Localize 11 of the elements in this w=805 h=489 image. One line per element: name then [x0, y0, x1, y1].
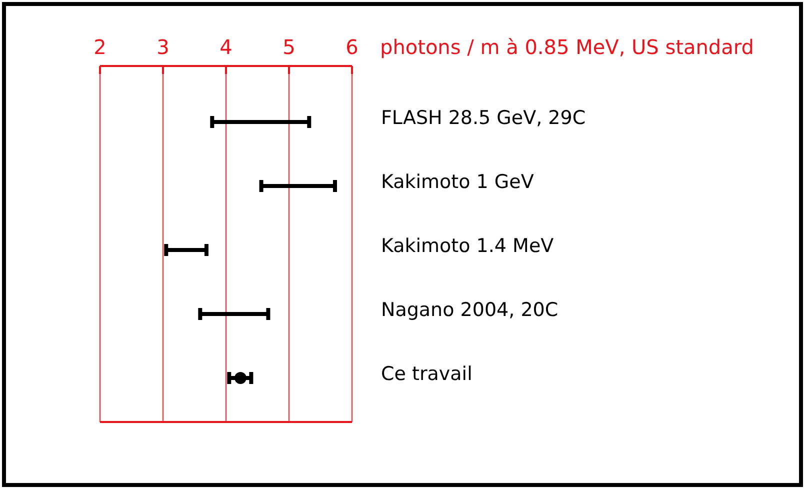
x-tick-label: 5: [282, 35, 296, 59]
x-tick-label: 3: [156, 35, 170, 59]
y-tick-label: Kakimoto 1 GeV: [381, 171, 534, 194]
y-tick-label: Kakimoto 1.4 MeV: [381, 235, 554, 258]
y-tick-label: FLASH 28.5 GeV, 29C: [381, 107, 586, 130]
y-tick-label: Ce travail: [381, 363, 472, 386]
y-tick-label: Nagano 2004, 20C: [381, 299, 558, 322]
x-axis-title: photons / m à 0.85 MeV, US standard: [380, 35, 754, 59]
x-tick-label: 6: [346, 35, 358, 59]
x-tick-label: 4: [220, 35, 232, 59]
x-tick-label: 2: [94, 35, 106, 59]
